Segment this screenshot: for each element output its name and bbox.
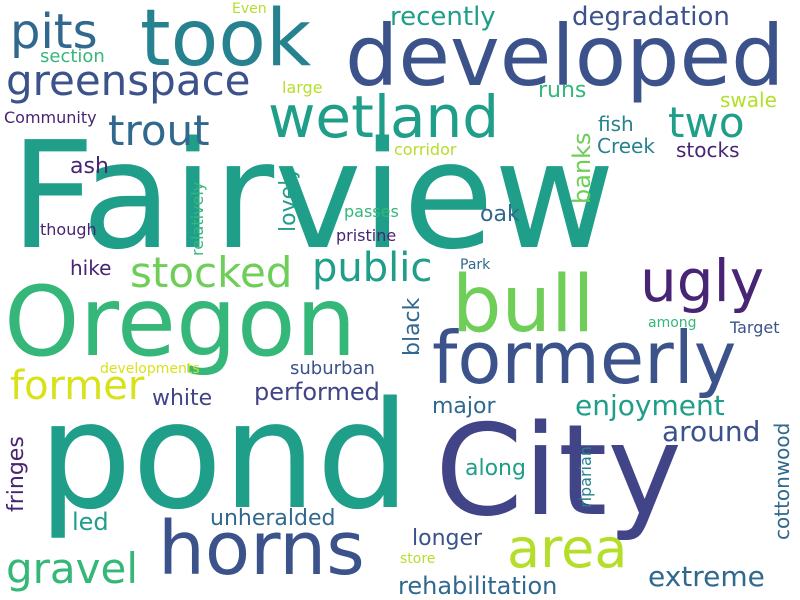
word-extreme: extreme bbox=[648, 560, 765, 593]
word-two: two bbox=[668, 98, 745, 147]
word-performed: performed bbox=[254, 378, 380, 406]
word-former: former bbox=[10, 363, 145, 409]
word-degradation: degradation bbox=[572, 2, 730, 32]
word-large: large bbox=[282, 78, 323, 97]
word-recently: recently bbox=[390, 2, 496, 32]
word-creek: Creek bbox=[597, 134, 655, 158]
word-even: Even bbox=[232, 1, 267, 17]
word-suburban: suburban bbox=[290, 358, 375, 379]
word-area: area bbox=[507, 517, 628, 580]
word-longer: longer bbox=[412, 526, 483, 551]
word-stocks: stocks bbox=[676, 138, 740, 162]
word-hike: hike bbox=[70, 256, 112, 280]
word-lovely: lovely bbox=[276, 166, 301, 232]
word-around: around bbox=[662, 415, 761, 448]
word-corridor: corridor bbox=[394, 140, 457, 159]
word-oak: oak bbox=[480, 202, 520, 227]
word-developed: developed bbox=[345, 7, 785, 105]
word-black: black bbox=[400, 297, 425, 356]
word-passes: passes bbox=[344, 202, 399, 221]
word-pits: pits bbox=[10, 4, 98, 60]
word-unheralded: unheralded bbox=[210, 506, 336, 531]
word-section: section bbox=[40, 46, 105, 67]
word-city: City bbox=[435, 397, 682, 544]
word-oregon: Oregon bbox=[4, 266, 357, 378]
word-along: along bbox=[465, 456, 526, 481]
word-formerly: formerly bbox=[432, 316, 737, 400]
word-led: led bbox=[72, 508, 109, 536]
word-fringes: fringes bbox=[4, 436, 29, 512]
word-community: Community bbox=[4, 108, 97, 127]
word-took: took bbox=[140, 0, 312, 84]
word-though: though bbox=[40, 220, 97, 239]
word-ugly: ugly bbox=[640, 247, 765, 315]
word-wetland: wetland bbox=[268, 83, 500, 151]
word-pond: pond bbox=[38, 370, 411, 542]
word-developments: developments bbox=[100, 361, 200, 377]
word-stocked: stocked bbox=[130, 248, 293, 297]
word-gravel: gravel bbox=[6, 544, 139, 593]
word-cottonwood: cottonwood bbox=[770, 422, 794, 540]
word-rehabilitation: rehabilitation bbox=[398, 572, 558, 600]
word-swale: swale bbox=[720, 88, 777, 112]
word-park: Park bbox=[460, 257, 491, 273]
word-target: Target bbox=[730, 318, 780, 337]
word-banks: banks bbox=[568, 132, 596, 204]
word-enjoyment: enjoyment bbox=[575, 389, 725, 422]
word-horns: horns bbox=[158, 506, 365, 592]
word-among: among bbox=[648, 315, 697, 331]
word-white: white bbox=[152, 386, 213, 411]
word-bull: bull bbox=[452, 260, 595, 350]
word-public: public bbox=[312, 245, 433, 291]
word-ash: ash bbox=[70, 154, 109, 179]
word-relatively: relatively bbox=[188, 181, 207, 256]
word-riparian: riparian bbox=[576, 446, 595, 508]
word-major: major bbox=[432, 394, 496, 419]
word-trout: trout bbox=[108, 106, 210, 155]
word-fish: fish bbox=[598, 112, 634, 136]
word-greenspace: greenspace bbox=[6, 56, 251, 105]
word-fairview: Fairview bbox=[10, 110, 616, 282]
word-pristine: pristine bbox=[336, 226, 397, 245]
word-runs: runs bbox=[538, 78, 587, 103]
word-store: store bbox=[400, 551, 436, 567]
